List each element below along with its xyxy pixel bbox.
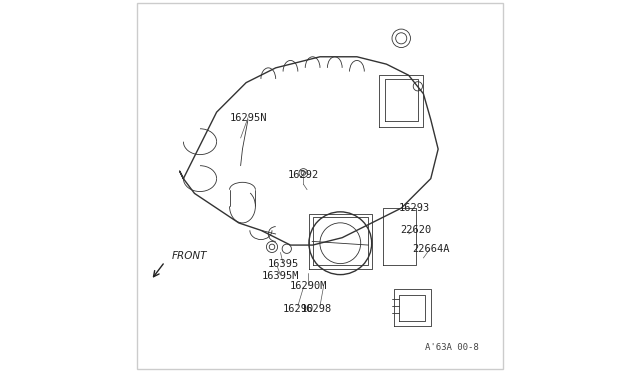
Text: 22620: 22620 [401, 225, 431, 235]
Text: 16298: 16298 [301, 304, 332, 314]
Text: 16295N: 16295N [229, 113, 267, 123]
Text: FRONT: FRONT [172, 251, 207, 261]
Text: 16293: 16293 [399, 203, 430, 213]
Text: 16292: 16292 [288, 170, 319, 180]
Text: 16395: 16395 [268, 259, 299, 269]
Text: 22664A: 22664A [412, 244, 449, 254]
Text: 16290: 16290 [282, 304, 314, 314]
Text: 16395M: 16395M [262, 272, 300, 282]
Text: 16290M: 16290M [289, 281, 327, 291]
Text: A'63A 00-8: A'63A 00-8 [425, 343, 479, 352]
